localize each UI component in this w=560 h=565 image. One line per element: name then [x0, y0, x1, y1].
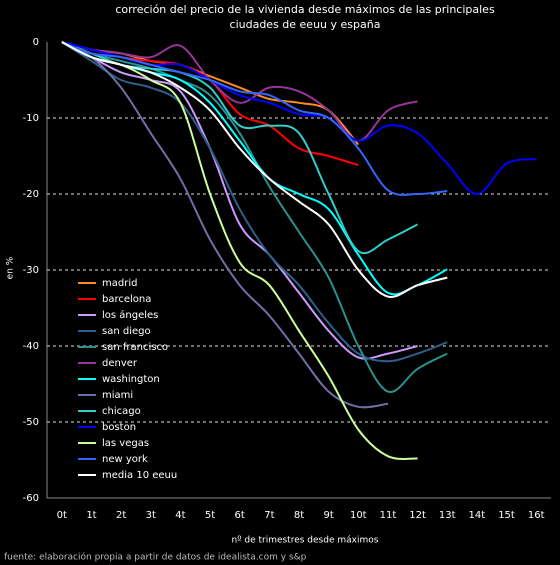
x-tick-label: 2t — [116, 510, 126, 521]
y-tick-label: -20 — [23, 189, 39, 200]
legend-label: new york — [102, 454, 148, 465]
x-tick-label: 16t — [528, 510, 545, 521]
y-tick-label: 0 — [33, 37, 39, 48]
chart-subtitle: ciudades de eeuu y españa — [230, 18, 381, 31]
legend-label: denver — [102, 358, 138, 369]
legend-label: san diego — [102, 326, 151, 337]
series-line — [61, 41, 389, 409]
x-tick-label: 6t — [235, 510, 245, 521]
x-tick-label: 12t — [409, 510, 426, 521]
legend-label: media 10 eeuu — [102, 470, 177, 481]
legend-label: miami — [102, 390, 133, 401]
legend-label: barcelona — [102, 294, 151, 305]
series-line — [61, 41, 418, 360]
x-tick-label: 4t — [175, 510, 185, 521]
legend-label: las vegas — [102, 438, 149, 449]
y-tick-label: -40 — [23, 341, 39, 352]
y-tick-label: -60 — [23, 493, 39, 504]
y-tick-label: -30 — [23, 265, 39, 276]
x-tick-label: 5t — [205, 510, 215, 521]
series-line — [61, 41, 448, 196]
y-tick-label: -50 — [23, 417, 39, 428]
legend-label: chicago — [102, 406, 141, 417]
x-tick-label: 11t — [380, 510, 397, 521]
legend-label: san francisco — [102, 342, 168, 353]
x-tick-label: 14t — [469, 510, 486, 521]
legend-label: madrid — [102, 278, 137, 289]
source-note: fuente: elaboración propia a partir de d… — [4, 552, 307, 563]
legend-label: washington — [102, 374, 160, 385]
legend-label: los ángeles — [102, 309, 158, 321]
x-tick-label: 1t — [86, 510, 96, 521]
x-tick-label: 9t — [323, 510, 333, 521]
x-tick-label: 8t — [294, 510, 304, 521]
x-tick-label: 0t — [57, 510, 67, 521]
y-axis-label: en % — [6, 256, 16, 279]
x-tick-label: 10t — [350, 510, 367, 521]
x-axis-label: nº de trimestres desde máximos — [232, 536, 379, 546]
chart-title: correción del precio de la vivienda desd… — [115, 3, 495, 16]
x-tick-label: 7t — [264, 510, 274, 521]
x-tick-label: 13t — [439, 510, 456, 521]
series-line — [61, 41, 448, 363]
series-line — [61, 41, 448, 298]
y-tick-label: -10 — [23, 113, 39, 124]
x-tick-label: 3t — [146, 510, 156, 521]
x-tick-label: 15t — [498, 510, 515, 521]
legend-label: boston — [102, 422, 136, 433]
